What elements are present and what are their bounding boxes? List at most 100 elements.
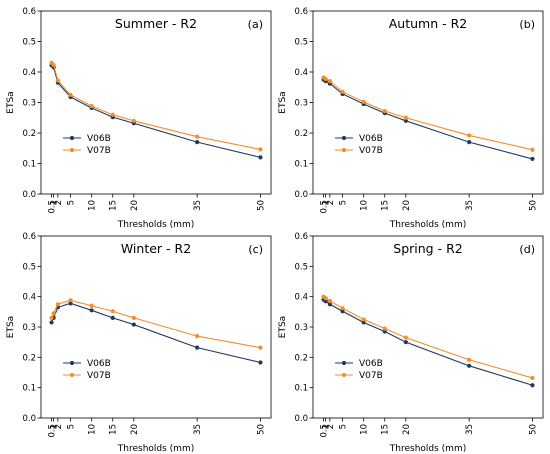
data-point-v07b <box>258 345 263 350</box>
x-tick-label: 20 <box>402 424 412 435</box>
x-tick-label: 20 <box>402 200 412 211</box>
data-point-v06b <box>403 118 408 123</box>
x-tick-label: 0.5 <box>48 200 58 214</box>
x-axis-label: Thresholds (mm) <box>389 444 466 454</box>
legend-marker <box>69 372 75 378</box>
x-tick-label: 1 <box>50 424 60 429</box>
data-point-v07b <box>131 315 136 320</box>
panel-label: (c) <box>248 243 263 256</box>
chart-panel-3: 0.00.10.20.30.40.50.60.512 5 10 15 20 35 50Thr… <box>6 232 272 454</box>
y-tick-label: 0.5 <box>22 262 36 272</box>
x-tick-label: 5 <box>339 200 349 205</box>
y-axis-label: ETSa <box>278 316 288 338</box>
series-line-v07b <box>323 77 533 151</box>
x-tick-label: 2 <box>326 424 336 429</box>
series-line-v07b <box>51 62 261 151</box>
x-tick-label: 5 <box>67 424 77 429</box>
legend-label: V06B <box>359 359 383 369</box>
x-tick-label: 35 <box>465 424 475 435</box>
data-point-v07b <box>195 134 200 139</box>
data-point-v07b <box>327 79 332 84</box>
plot-frame <box>312 235 544 419</box>
data-point-v07b <box>49 315 54 320</box>
series-line-v06b <box>323 79 533 160</box>
y-tick-label: 0.3 <box>294 323 308 333</box>
y-tick-label: 0.4 <box>294 68 308 78</box>
data-point-v07b <box>327 298 332 304</box>
data-point-v06b <box>89 308 94 313</box>
legend-marker <box>69 135 75 141</box>
legend-label: V06B <box>87 359 111 369</box>
chart-panel-2: 0.00.10.20.30.40.50.60.512 5 10 15 20 35 50Thr… <box>278 7 544 230</box>
y-axis-label: ETSa <box>6 91 16 113</box>
data-point-v07b <box>530 147 535 152</box>
data-point-v06b <box>131 322 136 327</box>
legend-marker <box>341 360 347 366</box>
y-tick-label: 0.0 <box>22 414 36 424</box>
legend-label: V07B <box>87 371 111 381</box>
data-point-v06b <box>327 302 332 307</box>
x-tick-label: 5 <box>67 200 77 205</box>
y-axis-label: ETSa <box>6 316 16 338</box>
data-point-v07b <box>89 303 94 308</box>
data-point-v06b <box>110 315 115 320</box>
y-tick-label: 0.2 <box>22 353 36 363</box>
x-tick-label: 2 <box>326 200 336 205</box>
data-point-v07b <box>55 302 60 307</box>
y-tick-label: 0.6 <box>22 232 36 242</box>
data-point-v06b <box>530 156 535 162</box>
y-tick-label: 0.1 <box>22 384 36 394</box>
y-tick-label: 0.4 <box>294 293 308 303</box>
data-point-v07b <box>68 92 73 97</box>
y-tick-label: 0.1 <box>22 160 36 170</box>
x-tick-label: 0.5 <box>320 200 330 214</box>
chart-panel-1: 0.00.10.20.30.40.50.60.512 5 10 15 20 35 50Thr… <box>6 7 272 230</box>
data-point-v06b <box>195 345 200 350</box>
x-tick-label: 20 <box>130 200 140 211</box>
x-tick-label: 35 <box>193 424 203 435</box>
x-axis-label: Thresholds (mm) <box>117 444 194 454</box>
chart-title: Autumn - R2 <box>389 16 468 31</box>
series-line-v06b <box>323 299 533 386</box>
data-point-v07b <box>195 334 200 339</box>
y-tick-label: 0.1 <box>294 384 308 394</box>
data-point-v07b <box>131 118 136 123</box>
data-point-v06b <box>49 320 54 325</box>
plot-frame <box>312 10 544 195</box>
series-line-v07b <box>323 296 533 379</box>
x-tick-label: 2 <box>54 424 64 429</box>
data-point-v06b <box>323 299 328 304</box>
data-point-v06b <box>467 363 472 368</box>
data-point-v07b <box>89 104 94 109</box>
series-line-v06b <box>51 302 261 364</box>
panel-label: (d) <box>519 243 535 256</box>
legend-label: V06B <box>87 134 111 144</box>
x-tick-label: 1 <box>50 200 60 205</box>
x-tick-label: 10 <box>88 424 98 435</box>
x-axis-label: Thresholds (mm) <box>389 220 466 230</box>
plot-frame <box>40 10 272 195</box>
data-point-v07b <box>530 375 535 381</box>
x-tick-label: 10 <box>360 424 370 435</box>
x-tick-label: 20 <box>130 424 140 435</box>
data-point-v07b <box>110 309 115 314</box>
y-tick-label: 0.2 <box>22 129 36 139</box>
data-point-v07b <box>361 317 366 322</box>
x-axis-label: Thresholds (mm) <box>117 220 194 230</box>
data-point-v07b <box>68 298 73 303</box>
legend-label: V07B <box>359 371 383 381</box>
data-point-v07b <box>55 78 60 83</box>
y-tick-label: 0.1 <box>294 160 308 170</box>
x-tick-label: 0.5 <box>320 424 330 438</box>
chart-title: Spring - R2 <box>393 241 462 256</box>
data-point-v07b <box>51 311 56 316</box>
legend-marker <box>341 135 347 141</box>
data-point-v06b <box>68 301 73 306</box>
y-tick-label: 0.3 <box>294 99 308 109</box>
x-tick-label: 2 <box>54 200 64 205</box>
legend-label: V06B <box>359 134 383 144</box>
x-tick-label: 50 <box>528 424 538 435</box>
x-tick-label: 15 <box>381 424 391 435</box>
data-point-v07b <box>340 306 345 311</box>
